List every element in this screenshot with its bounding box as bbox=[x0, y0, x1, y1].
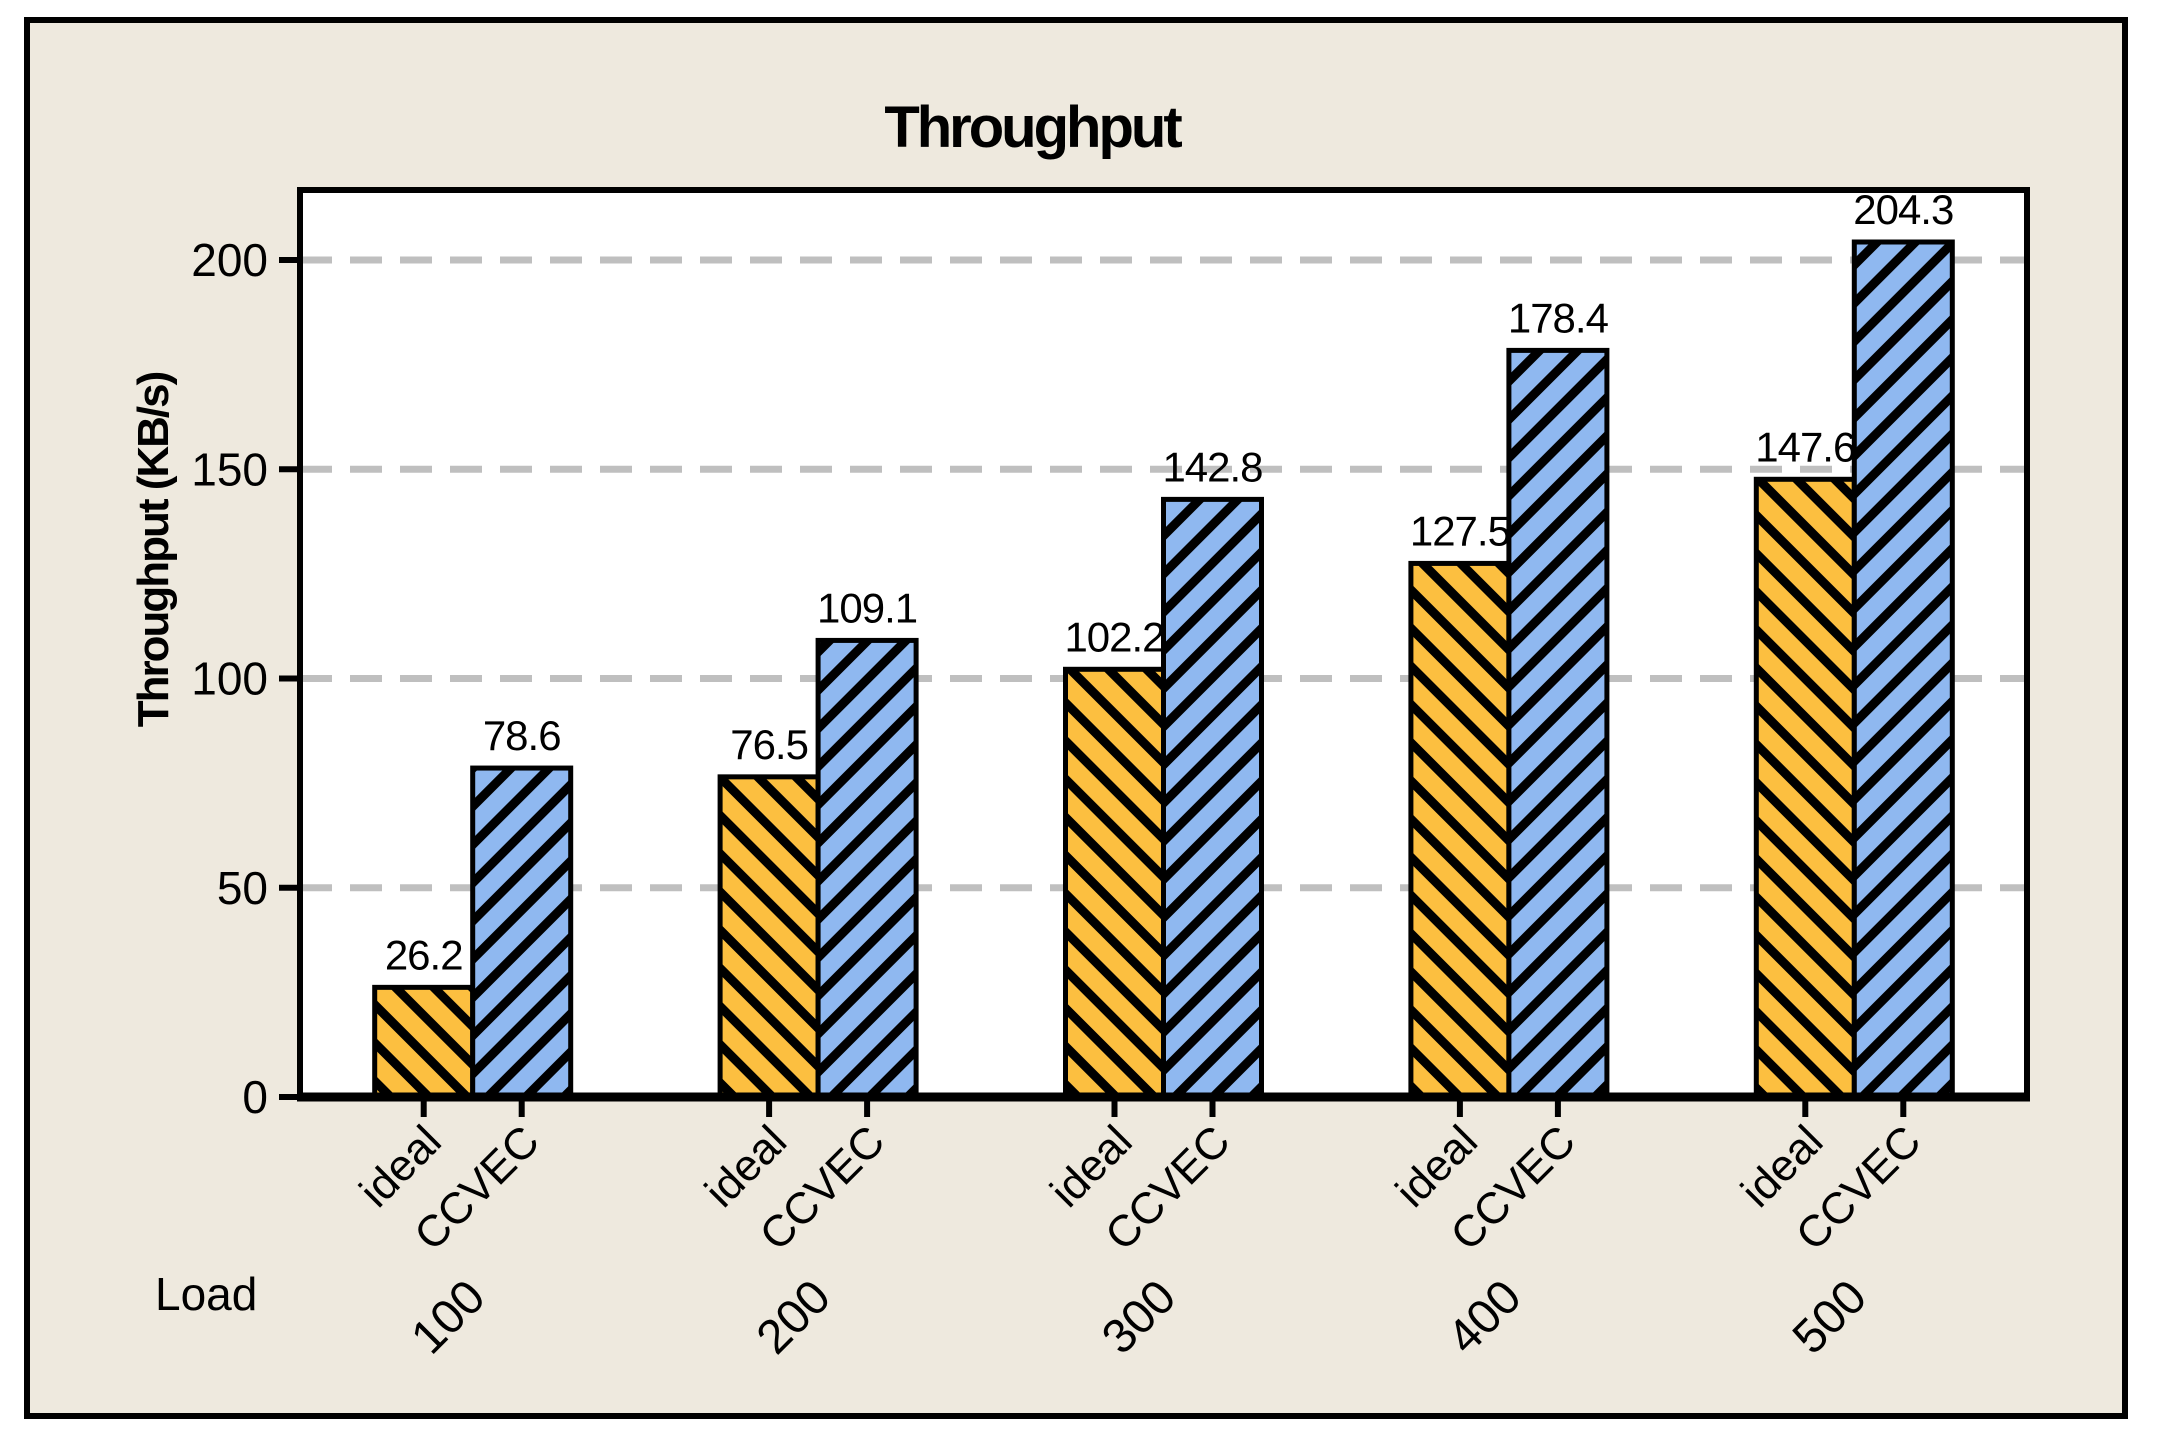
bar-value-label-CCVEC-200: 109.1 bbox=[817, 584, 917, 631]
bar-value-label-ideal-200: 76.5 bbox=[730, 721, 808, 768]
bar-ideal-100 bbox=[372, 984, 476, 1100]
bar-value-label-CCVEC-100: 78.6 bbox=[483, 712, 561, 759]
bar-CCVEC-100 bbox=[470, 765, 574, 1100]
bar-ideal-500 bbox=[1753, 476, 1857, 1100]
bar-CCVEC-400 bbox=[1506, 347, 1610, 1100]
bar-CCVEC-500 bbox=[1851, 239, 1955, 1100]
bar-value-label-ideal-500: 147.6 bbox=[1755, 423, 1855, 470]
y-tick-label-0: 0 bbox=[242, 1071, 268, 1123]
x-axis-caption: Load bbox=[155, 1268, 257, 1320]
bar-CCVEC-200 bbox=[815, 637, 919, 1100]
bar-value-label-ideal-100: 26.2 bbox=[385, 931, 463, 978]
bar-CCVEC-300 bbox=[1161, 496, 1264, 1100]
bar-ideal-300 bbox=[1063, 666, 1166, 1100]
y-tick-label-100: 100 bbox=[191, 653, 268, 705]
bar-value-label-CCVEC-300: 142.8 bbox=[1162, 443, 1262, 490]
bar-value-label-ideal-400: 127.5 bbox=[1410, 507, 1510, 554]
y-tick-label-150: 150 bbox=[191, 443, 268, 495]
bar-ideal-400 bbox=[1408, 560, 1512, 1100]
bar-value-label-ideal-300: 102.2 bbox=[1064, 613, 1164, 660]
bar-value-label-CCVEC-400: 178.4 bbox=[1508, 294, 1609, 341]
y-tick-label-50: 50 bbox=[217, 862, 268, 914]
y-tick-label-200: 200 bbox=[191, 234, 268, 286]
y-axis-title: Throughput (KB/s) bbox=[129, 372, 178, 727]
chart-title: Throughput bbox=[884, 95, 1182, 160]
bar-ideal-200 bbox=[717, 774, 821, 1100]
bar-value-label-CCVEC-500: 204.3 bbox=[1853, 186, 1953, 233]
